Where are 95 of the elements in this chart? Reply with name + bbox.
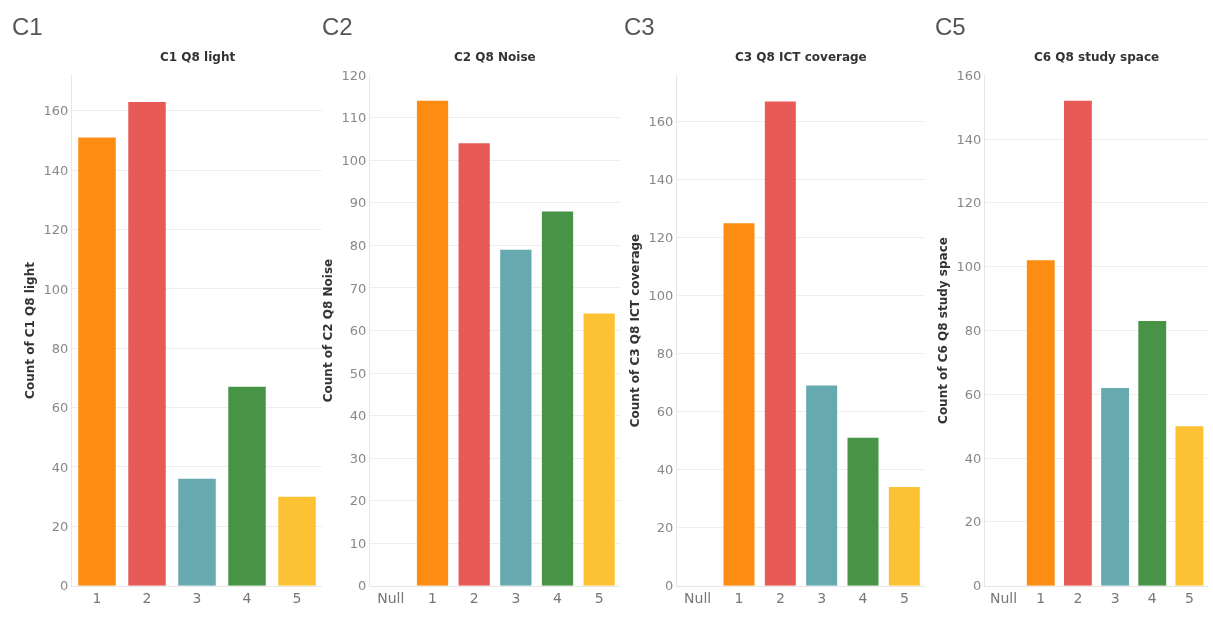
y-axis-title: Count of C2 Q8 Noise <box>320 258 335 403</box>
y-tick-label: 160 <box>648 114 674 130</box>
x-tick-label: Null <box>684 590 712 607</box>
x-tick-label: 2 <box>142 590 152 607</box>
y-tick-label: 100 <box>341 152 367 168</box>
y-axis-title: Count of C6 Q8 study space <box>935 237 950 424</box>
bar <box>806 385 838 586</box>
x-tick-label: 4 <box>858 590 868 607</box>
text: C5 <box>935 13 966 40</box>
x-tick-label: 2 <box>1073 590 1083 607</box>
y-tick-label: 120 <box>956 195 982 211</box>
y-tick-label: 100 <box>43 281 69 297</box>
y-tick-label: 60 <box>964 386 982 402</box>
y-axis-title: Count of C1 Q8 light <box>22 261 37 399</box>
chart-title: C2 Q8 Noise <box>454 50 536 64</box>
x-tick-label: 1 <box>1036 590 1046 607</box>
y-tick-label: 20 <box>349 493 367 509</box>
x-tick-label: 5 <box>899 590 909 607</box>
chart-title: C1 Q8 light <box>160 50 236 64</box>
bar <box>1101 387 1130 586</box>
bar <box>178 478 216 586</box>
y-tick-label: 140 <box>648 172 674 188</box>
y-tick-label: 90 <box>349 195 367 211</box>
y-tick-label: 0 <box>358 578 367 594</box>
y-tick-label: 140 <box>956 131 982 147</box>
y-tick-label: 120 <box>341 67 367 83</box>
chart-title: C6 Q8 study space <box>1034 50 1160 64</box>
x-tick-label: 5 <box>1184 590 1194 607</box>
y-tick-label: 100 <box>956 259 982 275</box>
bar <box>1175 426 1204 586</box>
x-tick-label: 4 <box>553 590 563 607</box>
y-tick-label: 120 <box>43 222 69 238</box>
x-tick-label: 2 <box>775 590 785 607</box>
y-tick-label: 0 <box>665 578 674 594</box>
text: C3 <box>624 13 655 40</box>
bar <box>1026 260 1055 586</box>
y-tick-label: 80 <box>964 323 982 339</box>
y-tick-label: 50 <box>349 365 367 381</box>
y-tick-label: 40 <box>51 459 69 475</box>
bar <box>416 100 449 586</box>
bar <box>847 437 879 586</box>
bar <box>128 102 166 586</box>
y-tick-label: 10 <box>349 535 367 551</box>
text: C1 <box>12 13 43 40</box>
x-tick-label: Null <box>990 590 1018 607</box>
x-tick-label: 5 <box>292 590 302 607</box>
y-tick-label: 160 <box>956 67 982 83</box>
y-tick-label: 40 <box>656 462 674 478</box>
x-tick-label: 3 <box>1110 590 1120 607</box>
x-tick-label: 3 <box>817 590 827 607</box>
x-tick-label: 1 <box>428 590 437 607</box>
bar <box>1063 100 1092 586</box>
y-tick-label: 80 <box>349 237 367 253</box>
y-tick-label: 60 <box>656 404 674 420</box>
x-tick-label: 3 <box>192 590 202 607</box>
x-tick-label: 5 <box>594 590 604 607</box>
bar <box>500 249 532 586</box>
y-tick-label: 40 <box>349 408 367 424</box>
y-tick-label: 160 <box>43 103 69 119</box>
y-tick-label: 140 <box>43 162 69 178</box>
bar <box>78 137 116 586</box>
x-tick-label: Null <box>377 590 405 607</box>
y-tick-label: 100 <box>648 288 674 304</box>
y-tick-label: 80 <box>51 340 69 356</box>
y-tick-label: 20 <box>656 520 674 536</box>
y-tick-label: 20 <box>51 518 69 534</box>
y-tick-label: 30 <box>349 450 367 466</box>
bar <box>888 487 920 586</box>
x-tick-label: 4 <box>242 590 252 607</box>
bar <box>1138 320 1167 586</box>
bar <box>723 223 755 586</box>
bar <box>764 101 796 586</box>
bar <box>278 496 316 586</box>
chart-title: C3 Q8 ICT coverage <box>735 50 867 64</box>
x-tick-label: 2 <box>469 590 479 607</box>
text: C2 <box>322 13 353 40</box>
y-tick-label: 0 <box>973 578 982 594</box>
y-tick-label: 60 <box>51 400 69 416</box>
x-tick-label: 4 <box>1147 590 1157 607</box>
bar <box>541 211 574 586</box>
y-tick-label: 60 <box>349 323 367 339</box>
y-tick-label: 70 <box>349 280 367 296</box>
y-tick-label: 40 <box>964 450 982 466</box>
y-tick-label: 0 <box>60 578 69 594</box>
x-tick-label: 1 <box>734 590 744 607</box>
bar <box>458 143 490 586</box>
x-tick-label: 1 <box>92 590 102 607</box>
y-axis-title: Count of C3 Q8 ICT coverage <box>627 233 642 428</box>
y-tick-label: 20 <box>964 514 982 530</box>
y-tick-label: 80 <box>656 346 674 362</box>
y-tick-label: 120 <box>648 230 674 246</box>
y-tick-label: 110 <box>341 110 367 126</box>
bar <box>228 386 266 586</box>
bar <box>583 313 615 586</box>
x-tick-label: 3 <box>511 590 521 607</box>
